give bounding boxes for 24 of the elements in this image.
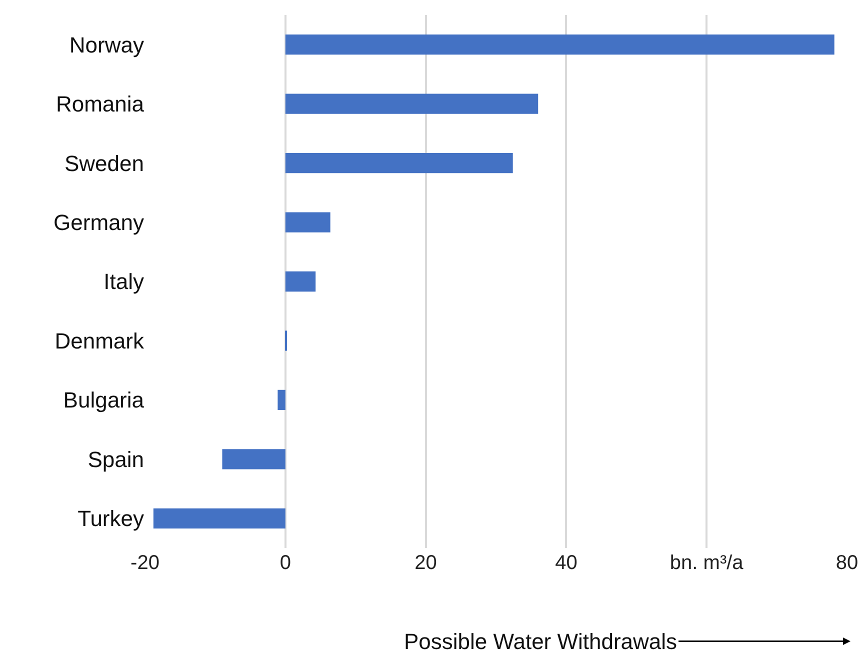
x-tick-label: 20: [414, 552, 437, 574]
y-tick-label: Denmark: [54, 328, 145, 354]
bar: [285, 271, 316, 292]
y-tick-label: Turkey: [78, 506, 144, 532]
y-tick-label: Germany: [54, 210, 144, 235]
x-tick-label: 40: [555, 552, 578, 574]
y-tick-label: Norway: [69, 32, 144, 58]
bar: [285, 94, 538, 114]
y-tick-label: Sweden: [64, 150, 144, 176]
bar: [153, 508, 286, 528]
x-tick-label: -20: [130, 552, 160, 574]
x-tick-label: bn. m³/a: [670, 552, 744, 574]
y-tick-label: Bulgaria: [63, 388, 145, 413]
text: Possible Water Withdrawals: [404, 629, 678, 650]
bar: [285, 152, 513, 174]
y-tick-label: Spain: [88, 446, 144, 472]
y-tick-label: Romania: [56, 92, 145, 117]
bar: [222, 449, 286, 470]
bar: [285, 34, 834, 55]
bar: [285, 212, 330, 232]
bar: [278, 390, 286, 410]
y-tick-label: Italy: [104, 269, 144, 294]
x-tick-label: 0: [280, 552, 291, 574]
x-tick-label: 80: [836, 552, 858, 574]
